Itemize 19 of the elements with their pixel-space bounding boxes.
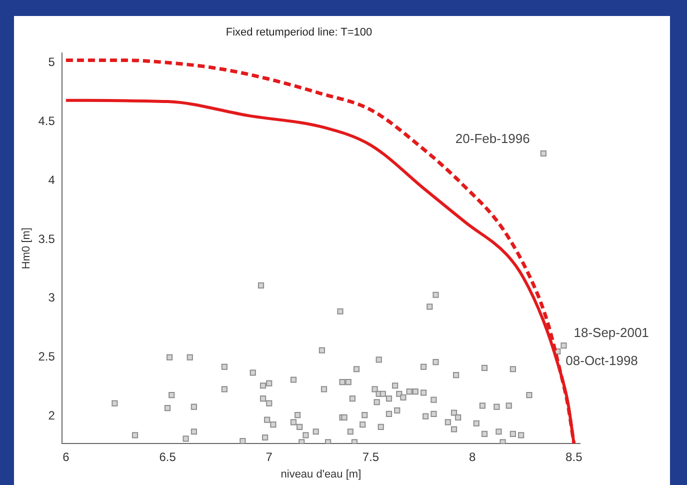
- x-tick-label: 8: [468, 450, 476, 464]
- y-tick-label: 4: [48, 172, 56, 187]
- y-tick-label: 5: [48, 54, 56, 69]
- chart-title: Fixed retumperiod line: T=100: [226, 26, 372, 39]
- y-axis-title: Hm0 [m]: [20, 228, 33, 270]
- annotation: 08-Oct-1998: [566, 353, 638, 368]
- y-tick-label: 3.5: [38, 232, 56, 246]
- y-tick-label: 3: [48, 290, 56, 305]
- annotation: 18-Sep-2001: [574, 325, 649, 340]
- y-tick-label: 2: [48, 408, 56, 423]
- x-tick-label: 7.5: [362, 450, 380, 464]
- x-tick-label: 6: [62, 450, 70, 464]
- y-tick-label: 2.5: [38, 350, 56, 364]
- x-axis-title: niveau d'eau [m]: [280, 468, 362, 480]
- x-tick-label: 6.5: [159, 450, 176, 464]
- x-tick-label: 7: [266, 450, 273, 464]
- y-tick-label: 4.5: [38, 114, 56, 128]
- x-tick-label: 8.5: [566, 450, 583, 464]
- annotation: 20-Feb-1996: [455, 130, 530, 146]
